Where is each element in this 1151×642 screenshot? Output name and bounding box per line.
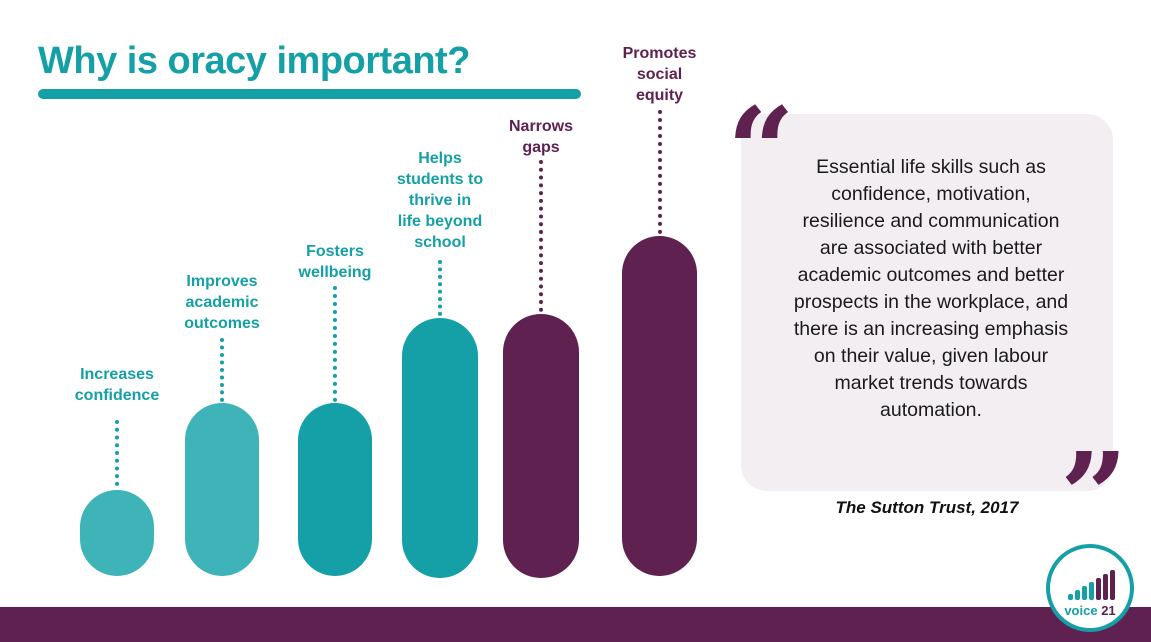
step-dotted-line <box>115 420 119 486</box>
title-underline <box>38 89 581 99</box>
step-bar <box>402 318 478 578</box>
logo-word-21: 21 <box>1101 603 1116 618</box>
step-dotted-line <box>438 260 442 316</box>
voice21-logo: voice 21 <box>1046 544 1134 632</box>
page-title: Why is oracy important? <box>38 40 470 82</box>
step-label: Narrows gaps <box>508 118 574 156</box>
close-quote-mark: ” <box>1060 426 1128 565</box>
step-dotted-line <box>333 286 337 402</box>
step-label: Helps students to thrive in life beyond … <box>396 150 484 251</box>
open-quote-mark: “ <box>727 81 795 220</box>
logo-word-voice: voice <box>1064 603 1098 618</box>
step-bar <box>298 403 372 576</box>
quote-attribution: The Sutton Trust, 2017 <box>835 498 1019 517</box>
logo-wordmark: voice 21 <box>1050 603 1130 618</box>
quote-text: Essential life skills such as confidence… <box>793 156 1069 421</box>
step-bar <box>185 403 259 576</box>
step-label: Fosters wellbeing <box>298 243 372 281</box>
quote-box <box>741 114 1113 491</box>
step-label: Improves academic outcomes <box>184 273 260 332</box>
step-bar <box>80 490 154 576</box>
step-bar <box>622 236 697 576</box>
step-dotted-line <box>539 160 543 312</box>
step-dotted-line <box>657 110 662 234</box>
signal-bars-icon <box>1068 570 1115 600</box>
step-label: Promotes social equity <box>622 45 697 104</box>
step-bar <box>503 314 579 578</box>
step-dotted-line <box>220 338 224 402</box>
step-label: Increases confidence <box>74 366 160 404</box>
footer-band <box>0 607 1151 642</box>
